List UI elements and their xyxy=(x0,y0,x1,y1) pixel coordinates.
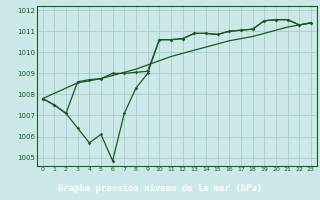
Text: Graphe pression niveau de la mer (hPa): Graphe pression niveau de la mer (hPa) xyxy=(58,184,262,193)
